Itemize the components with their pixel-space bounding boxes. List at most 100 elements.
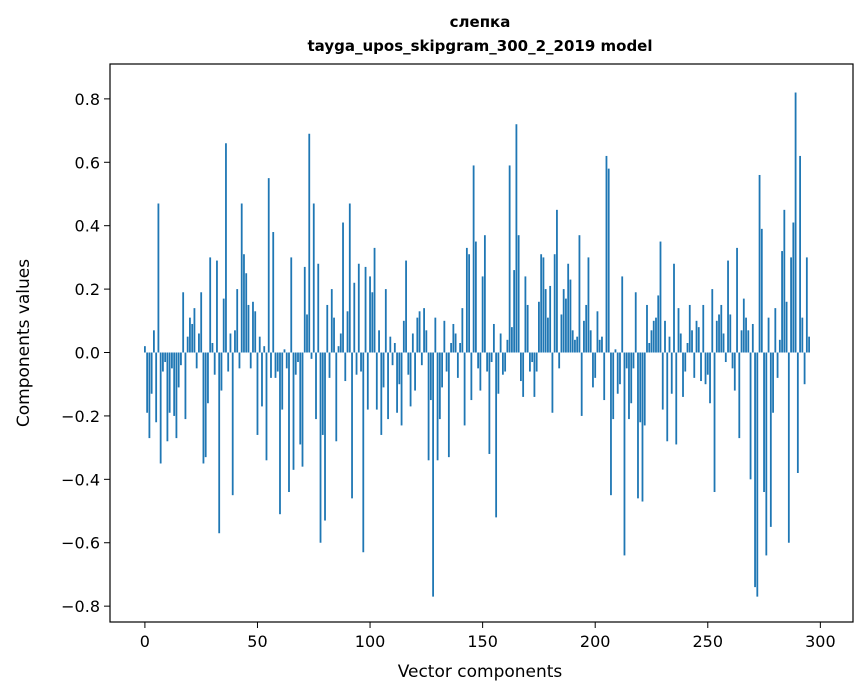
bar <box>639 352 642 423</box>
bar <box>189 317 191 353</box>
bar <box>571 330 574 353</box>
y-axis: 0.8 0.6 0.4 0.2 0.0 −0.2 −0.4 −0.6 −0.8 <box>61 90 110 616</box>
bar <box>569 279 572 353</box>
bar <box>580 352 583 416</box>
bar <box>209 257 212 353</box>
y-tick-label: 0.8 <box>75 90 100 109</box>
bar <box>303 266 306 353</box>
bar <box>344 352 347 382</box>
bar <box>479 352 482 391</box>
bar <box>459 343 462 353</box>
bar <box>472 165 475 353</box>
bar <box>405 260 407 353</box>
bar <box>567 263 570 353</box>
bar <box>216 260 218 353</box>
bar <box>781 251 783 353</box>
x-tick-label: 0 <box>140 632 150 651</box>
bar <box>301 352 304 467</box>
bar <box>517 235 520 353</box>
bar <box>520 352 522 382</box>
bar <box>603 352 606 401</box>
bar <box>688 304 691 353</box>
bar <box>402 320 405 353</box>
bar <box>369 276 371 353</box>
bar <box>625 352 628 369</box>
bar <box>321 352 324 435</box>
bar <box>319 352 322 543</box>
bar <box>276 352 279 372</box>
bar <box>666 352 669 442</box>
bar <box>306 314 308 353</box>
bar <box>598 339 601 353</box>
bar <box>531 352 534 363</box>
bar <box>238 352 241 369</box>
bar <box>445 352 448 372</box>
bar <box>477 352 480 369</box>
bar <box>756 352 759 597</box>
bar <box>553 254 556 353</box>
bar <box>583 320 585 353</box>
bar <box>785 301 788 353</box>
bar <box>263 346 266 353</box>
bar <box>225 143 227 353</box>
bar <box>495 352 498 518</box>
bar <box>429 352 432 401</box>
bar <box>682 352 684 397</box>
bar <box>515 124 518 353</box>
bar <box>335 352 338 442</box>
bar <box>355 352 358 375</box>
bar <box>765 352 768 556</box>
bar <box>456 352 459 378</box>
bar <box>778 339 781 353</box>
chart-subtitle: tayga_upos_skipgram_300_2_2019 model <box>308 37 653 55</box>
bar <box>474 241 477 353</box>
bar <box>173 352 176 416</box>
bar <box>713 352 716 493</box>
bar <box>407 352 410 375</box>
bar <box>175 352 178 439</box>
bar <box>398 352 401 385</box>
bar <box>166 352 169 442</box>
bar <box>549 285 552 353</box>
bar <box>375 352 378 410</box>
bar <box>767 317 770 353</box>
bar <box>461 308 464 353</box>
bar <box>706 352 709 375</box>
bar <box>364 266 367 353</box>
bar <box>749 352 752 480</box>
y-tick-label: 0.6 <box>75 153 100 172</box>
bar <box>168 352 171 413</box>
bar <box>551 352 554 413</box>
bar <box>198 333 200 353</box>
y-tick-label: −0.8 <box>61 597 100 616</box>
bar <box>454 333 457 353</box>
bar <box>182 292 185 353</box>
bar <box>272 232 275 353</box>
bar <box>619 352 621 385</box>
bar <box>747 330 750 353</box>
bar <box>790 257 792 353</box>
bar <box>673 263 675 353</box>
bar <box>245 273 248 353</box>
bar <box>281 352 284 410</box>
bar <box>342 222 344 353</box>
bar <box>423 308 425 353</box>
bar <box>240 203 243 353</box>
bar <box>504 352 507 372</box>
bar <box>499 333 502 353</box>
bar <box>294 352 297 375</box>
bar <box>783 209 786 353</box>
bar <box>220 352 223 391</box>
bar <box>722 333 725 353</box>
y-tick-label: 0.2 <box>75 280 100 299</box>
bar <box>254 311 257 353</box>
bar <box>389 336 392 353</box>
bar <box>565 298 567 353</box>
bar <box>202 352 205 464</box>
bar <box>438 352 441 420</box>
bar <box>222 298 225 353</box>
bar <box>463 352 466 426</box>
bar <box>308 133 311 353</box>
bar <box>171 352 173 369</box>
